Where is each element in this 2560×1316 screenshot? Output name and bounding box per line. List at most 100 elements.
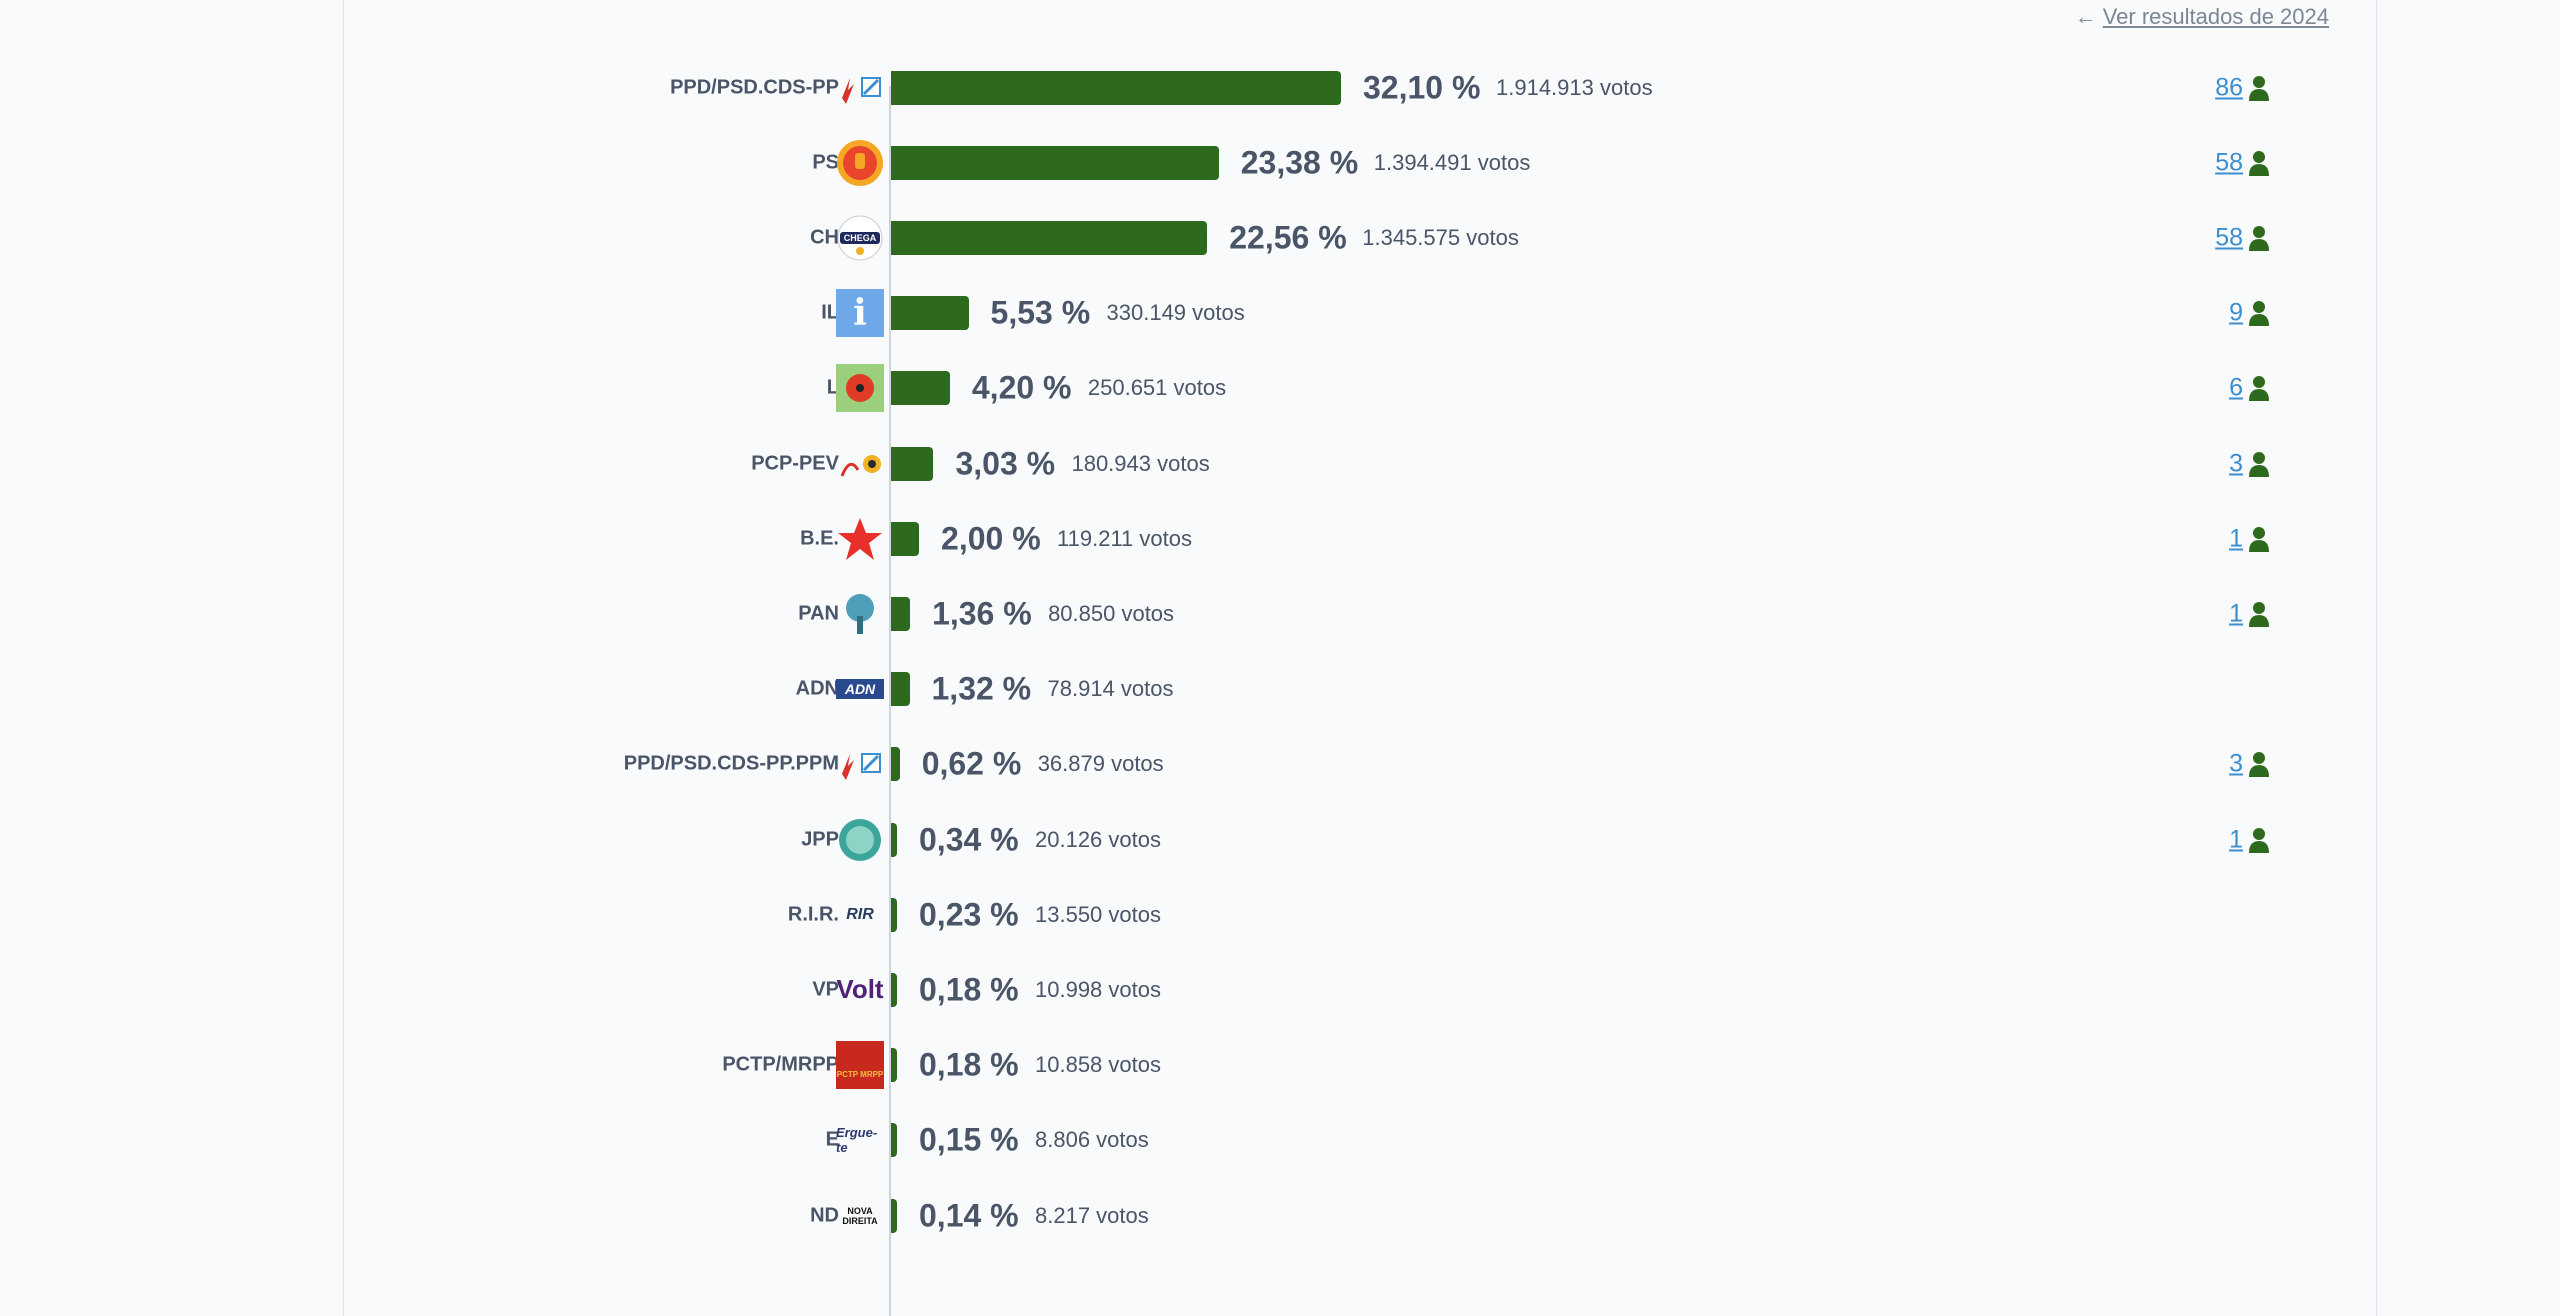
bar [891, 145, 1219, 180]
party-name: PPD/PSD.CDS-PP.PPM [623, 752, 839, 775]
seats-link[interactable]: 3 [2229, 449, 2243, 477]
seats-link[interactable]: 1 [2229, 825, 2243, 853]
party-row: ND NOVA DIREITA 0,14 % 8.217 votos [344, 1178, 2376, 1253]
logo-text: ADN [844, 681, 876, 698]
party-row: PPD/PSD.CDS-PP 32,10 % 1.914.913 votos 86 [344, 50, 2376, 125]
rir-logo-icon: RIR [836, 891, 884, 939]
seats-link[interactable]: 3 [2229, 749, 2243, 778]
bar [891, 822, 897, 857]
logo-text: PCTP MRPP [836, 1069, 884, 1079]
party-row: E Ergue-te 0,15 % 8.806 votos [344, 1103, 2376, 1178]
votes-label: 20.126 votos [1035, 826, 1161, 852]
party-row: PAN 1,36 % 80.850 votos 1 [344, 576, 2376, 651]
bar [891, 371, 950, 406]
party-row: PPD/PSD.CDS-PP.PPM 0,62 % 36.879 votos 3 [344, 727, 2376, 802]
percentage-label: 0,18 % [919, 971, 1019, 1008]
party-name: IL [821, 301, 839, 324]
percentage-label: 0,15 % [919, 1121, 1019, 1158]
bar [891, 446, 934, 481]
person-icon [2248, 75, 2270, 101]
bar [891, 747, 900, 782]
ppd-psd-cds-logo-icon [836, 64, 884, 112]
percentage-label: 0,18 % [919, 1046, 1019, 1083]
previous-results-link[interactable]: ← Ver resultados de 2024 [2075, 4, 2329, 30]
votes-label: 119.211 votos [1057, 525, 1192, 551]
il-logo-icon: i [836, 289, 884, 338]
seats-link[interactable]: 58 [2215, 148, 2243, 177]
votes-label: 10.998 votos [1035, 976, 1161, 1002]
be-star-logo-icon [836, 515, 884, 563]
bar [891, 1048, 897, 1083]
votes-label: 180.943 votos [1071, 450, 1210, 476]
party-row: IL i 5,53 % 330.149 votos 9 [344, 276, 2376, 351]
ppd-psd-cds-ppm-logo-icon [836, 740, 884, 788]
percentage-label: 3,03 % [955, 445, 1056, 481]
party-name: B.E. [800, 527, 839, 550]
seats-link[interactable]: 1 [2229, 599, 2243, 628]
bar [891, 296, 969, 331]
party-row: R.I.R. RIR 0,23 % 13.550 votos [344, 877, 2376, 952]
chart-axis-line [889, 86, 891, 1316]
seats-link[interactable]: 58 [2215, 223, 2243, 252]
percentage-label: 1,36 % [932, 595, 1032, 632]
bar [891, 70, 1341, 105]
arrow-left-icon: ← [2074, 4, 2097, 29]
percentage-label: 0,23 % [919, 896, 1019, 933]
percentage-label: 1,32 % [931, 670, 1032, 707]
party-name: R.I.R. [787, 903, 839, 926]
votes-label: 13.550 votos [1035, 901, 1161, 927]
party-name: ADN [795, 677, 839, 700]
person-icon [2248, 300, 2270, 327]
party-row: PS 23,38 % 1.394.491 votos 58 [344, 125, 2376, 200]
bar [891, 897, 897, 932]
pcp-pev-logo-icon [836, 440, 884, 488]
party-name: PS [812, 151, 839, 174]
votes-label: 8.806 votos [1035, 1127, 1149, 1153]
votes-label: 10.858 votos [1035, 1052, 1161, 1078]
percentage-label: 32,10 % [1363, 69, 1481, 105]
votes-label: 250.651 votos [1087, 375, 1227, 401]
party-row: CH CHEGA 22,56 % 1.345.575 votos 58 [344, 200, 2376, 275]
votes-label: 80.850 votos [1048, 600, 1175, 626]
person-icon [2248, 601, 2270, 627]
pan-tree-logo-icon [836, 590, 884, 638]
party-name: PAN [798, 602, 839, 625]
bar [891, 1198, 897, 1233]
person-icon [2248, 150, 2270, 176]
percentage-label: 0,62 % [921, 745, 1022, 782]
party-name: PPD/PSD.CDS-PP [670, 76, 839, 98]
party-row: ADN ADN 1,32 % 78.914 votos [344, 652, 2376, 727]
seats-link[interactable]: 9 [2229, 298, 2243, 327]
percentage-label: 0,14 % [919, 1197, 1019, 1233]
party-name: E [825, 1128, 839, 1151]
party-row: PCP-PEV 3,03 % 180.943 votos 3 [344, 426, 2376, 501]
adn-logo-icon: ADN [836, 679, 884, 700]
party-row: JPP 0,34 % 20.126 votos 1 [344, 802, 2376, 877]
person-icon [2248, 225, 2270, 251]
bar [891, 1123, 897, 1158]
logo-text: RIR [846, 905, 874, 923]
votes-label: 1.345.575 votos [1362, 224, 1519, 250]
person-icon [2248, 451, 2270, 477]
logo-text: NOVA DIREITA [842, 1205, 878, 1226]
votes-label: 36.879 votos [1037, 751, 1164, 777]
seats-link[interactable]: 6 [2229, 373, 2243, 402]
votes-label: 8.217 votos [1035, 1202, 1149, 1228]
party-name: JPP [801, 828, 839, 850]
nova-direita-logo-icon: NOVA DIREITA [836, 1192, 884, 1240]
party-row: VP Volt 0,18 % 10.998 votos [344, 952, 2376, 1027]
bar [891, 972, 897, 1007]
logo-text: Ergue-te [836, 1125, 878, 1156]
percentage-label: 2,00 % [941, 520, 1041, 557]
votes-label: 1.914.913 votos [1496, 74, 1653, 100]
seats-link[interactable]: 86 [2215, 73, 2243, 101]
bar [891, 596, 911, 631]
party-row: L 4,20 % 250.651 votos 6 [344, 351, 2376, 426]
logo-text: i [853, 292, 867, 335]
chega-logo-icon: CHEGA [836, 214, 884, 262]
person-icon [2248, 526, 2270, 552]
seats-link[interactable]: 1 [2229, 524, 2243, 553]
bar [891, 220, 1208, 255]
previous-results-label: Ver resultados de 2024 [2102, 4, 2329, 29]
person-icon [2248, 751, 2270, 778]
